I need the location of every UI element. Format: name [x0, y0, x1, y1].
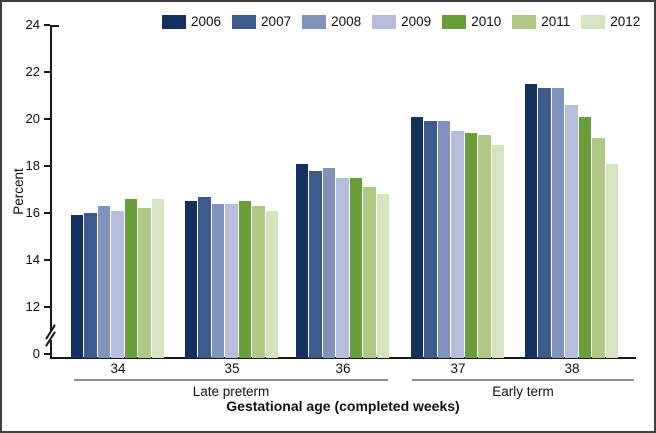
y-tick-16	[44, 212, 50, 214]
bar-2007-week35	[198, 196, 211, 358]
legend-swatch-2009	[372, 15, 397, 29]
bar-2007-week36	[309, 170, 322, 358]
legend-item-2008: 2008	[302, 15, 361, 29]
section-bracket-1	[412, 379, 634, 381]
bar-2007-week37	[424, 121, 437, 358]
x-category-label-36: 36	[335, 361, 351, 376]
bar-2006-week37	[410, 116, 424, 358]
bar-2010-week34	[124, 198, 138, 358]
bar-2006-week36	[295, 163, 309, 358]
x-axis-line	[50, 357, 636, 359]
bar-2012-week38	[605, 163, 619, 358]
bar-2009-week37	[451, 130, 464, 358]
section-label-0: Late preterm	[192, 384, 270, 399]
bar-2008-week38	[551, 88, 565, 358]
bar-2008-week37	[437, 121, 451, 358]
legend-swatch-2008	[302, 15, 327, 29]
section-bracket-0	[74, 379, 388, 381]
bar-2010-week38	[578, 116, 592, 358]
chart-legend: 2006 2007 2008 2009 2010 2011 2012	[162, 15, 640, 29]
bar-2009-week35	[225, 203, 238, 358]
y-tick-label-22: 22	[25, 64, 40, 79]
y-tick-label-18: 18	[25, 158, 40, 173]
y-tick-12	[44, 306, 50, 308]
x-category-label-38: 38	[564, 361, 580, 376]
legend-swatch-2010	[442, 15, 467, 29]
y-tick-20	[44, 118, 50, 120]
legend-item-2009: 2009	[372, 15, 431, 29]
y-tick-24	[44, 24, 50, 26]
bar-2006-week35	[184, 201, 198, 358]
y-tick-label-0: 0	[32, 346, 40, 361]
bar-2010-week35	[238, 201, 252, 358]
legend-item-2006: 2006	[162, 15, 221, 29]
legend-label-2007: 2007	[261, 14, 292, 29]
bar-2012-week36	[376, 194, 390, 358]
bar-2010-week37	[464, 133, 478, 358]
bar-2012-week37	[491, 144, 505, 358]
bar-2007-week34	[84, 213, 97, 358]
legend-swatch-2011	[512, 15, 537, 29]
y-tick-22	[44, 71, 50, 73]
y-axis-line	[50, 25, 52, 358]
x-category-label-34: 34	[110, 361, 126, 376]
legend-item-2007: 2007	[232, 15, 291, 29]
bar-2012-week34	[151, 198, 165, 358]
y-tick-label-16: 16	[25, 205, 40, 220]
bar-2012-week35	[265, 210, 279, 358]
bar-2009-week38	[565, 104, 578, 358]
y-tick-label-14: 14	[25, 252, 40, 267]
bar-2006-week34	[70, 215, 84, 358]
x-category-label-35: 35	[224, 361, 240, 376]
legend-item-2011: 2011	[512, 15, 570, 29]
legend-swatch-2006	[162, 15, 186, 29]
y-tick-label-24: 24	[25, 17, 40, 32]
bar-2010-week36	[349, 177, 363, 358]
y-tick-14	[44, 259, 50, 261]
bar-2009-week36	[336, 177, 349, 358]
legend-label-2011: 2011	[541, 14, 571, 29]
legend-label-2012: 2012	[610, 14, 641, 29]
bar-2011-week36	[363, 187, 376, 358]
bar-2011-week37	[478, 135, 491, 358]
bar-2006-week38	[524, 83, 538, 358]
bar-2008-week35	[211, 203, 225, 358]
section-label-1: Early term	[492, 384, 554, 399]
legend-label-2008: 2008	[331, 14, 362, 29]
x-category-label-37: 37	[450, 361, 466, 376]
y-tick-0	[44, 353, 50, 355]
bar-2008-week36	[322, 168, 336, 358]
bar-2008-week34	[97, 205, 111, 358]
x-axis-title: Gestational age (completed weeks)	[226, 398, 460, 414]
y-tick-18	[44, 165, 50, 167]
bar-2009-week34	[111, 210, 124, 358]
legend-label-2009: 2009	[401, 14, 432, 29]
bar-2011-week35	[252, 205, 265, 358]
legend-label-2006: 2006	[191, 14, 222, 29]
bar-2007-week38	[538, 88, 551, 358]
y-tick-label-20: 20	[25, 111, 40, 126]
legend-label-2010: 2010	[471, 14, 502, 29]
bar-2011-week38	[592, 137, 605, 358]
legend-item-2012: 2012	[581, 15, 640, 29]
bar-2011-week34	[138, 208, 151, 358]
legend-swatch-2007	[232, 15, 257, 29]
y-tick-label-12: 12	[25, 299, 40, 314]
y-axis-top-tick	[50, 25, 59, 27]
legend-item-2010: 2010	[442, 15, 501, 29]
legend-swatch-2012	[581, 15, 606, 29]
